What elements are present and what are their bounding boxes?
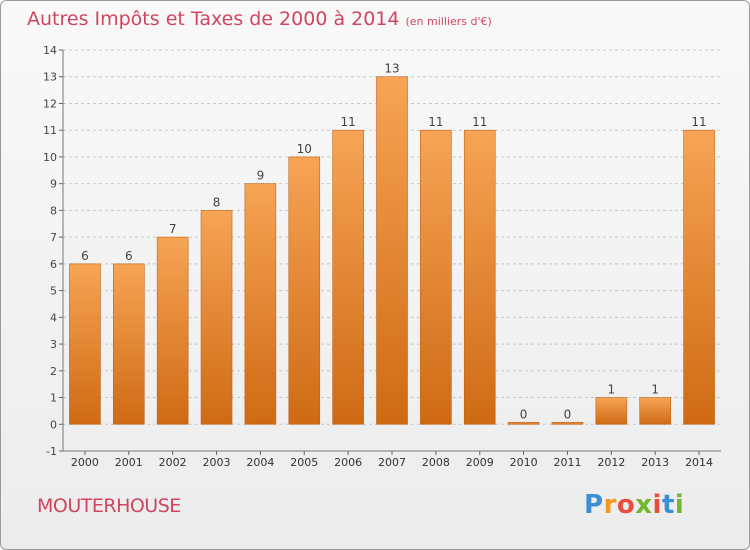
x-tick-label: 2008 — [422, 456, 450, 469]
logo-letter: t — [661, 490, 675, 520]
y-tick-label: 4 — [50, 311, 57, 324]
data-label: 6 — [81, 249, 89, 263]
proxiti-logo: Proxiti — [584, 490, 684, 520]
bar — [420, 129, 452, 425]
logo-letter: o — [616, 490, 636, 520]
chart-title-unit: (en milliers d'€) — [405, 15, 492, 28]
bar — [200, 210, 233, 425]
x-tick-label: 2000 — [71, 456, 99, 469]
y-tick-label: 7 — [50, 231, 57, 244]
y-tick-label: 3 — [50, 338, 57, 351]
bar — [551, 421, 584, 425]
x-tick-label: 2002 — [159, 456, 187, 469]
data-label: 1 — [651, 383, 659, 397]
y-tick-label: 10 — [43, 151, 57, 164]
y-tick-label: 8 — [50, 204, 57, 217]
y-tick-label: 2 — [50, 365, 57, 378]
bar — [683, 129, 715, 425]
y-tick-label: 11 — [43, 124, 57, 137]
bar — [332, 129, 364, 425]
bar — [463, 129, 496, 425]
x-tick-label: 2013 — [641, 456, 669, 469]
data-label: 6 — [125, 249, 133, 263]
chart-title-text: Autres Impôts et Taxes de 2000 à 2014 — [27, 8, 400, 30]
data-label: 10 — [297, 142, 312, 156]
bar — [69, 263, 101, 425]
bar — [156, 236, 189, 425]
x-tick-label: 2004 — [246, 456, 274, 469]
bar — [376, 76, 408, 425]
x-tick-label: 2007 — [378, 456, 406, 469]
data-label: 0 — [564, 407, 572, 421]
bar — [639, 397, 672, 425]
data-label: 9 — [257, 169, 265, 183]
x-tick-label: 2012 — [597, 456, 625, 469]
y-tick-label: 0 — [50, 418, 57, 431]
y-tick-label: 1 — [50, 392, 57, 405]
y-tick-label: 9 — [50, 178, 57, 191]
y-tick-label: 5 — [50, 285, 57, 298]
logo-letter: i — [674, 490, 685, 520]
logo-letter: i — [652, 490, 662, 520]
data-label: 11 — [472, 115, 487, 129]
x-tick-label: 2009 — [466, 456, 494, 469]
x-tick-label: 2001 — [115, 456, 143, 469]
data-label: 7 — [169, 222, 177, 236]
bar — [595, 397, 628, 425]
data-label: 11 — [340, 115, 355, 129]
bar — [113, 263, 145, 425]
data-label: 11 — [428, 115, 443, 129]
data-label: 11 — [691, 115, 706, 129]
commune-name: MOUTERHOUSE — [37, 495, 181, 517]
y-tick-label: 13 — [43, 71, 57, 84]
y-tick-label: 6 — [50, 258, 57, 271]
x-tick-label: 2011 — [553, 456, 581, 469]
y-tick-label: 14 — [43, 44, 57, 57]
bar — [288, 156, 321, 425]
y-tick-label: -1 — [46, 445, 57, 458]
x-tick-label: 2006 — [334, 456, 362, 469]
bar — [244, 183, 277, 425]
x-tick-label: 2005 — [290, 456, 318, 469]
data-label: 1 — [608, 383, 616, 397]
x-tick-label: 2010 — [510, 456, 538, 469]
bar — [507, 421, 540, 425]
logo-letter: r — [603, 490, 617, 520]
data-label: 8 — [213, 195, 221, 209]
x-tick-label: 2014 — [685, 456, 713, 469]
x-tick-label: 2003 — [203, 456, 231, 469]
data-label: 0 — [520, 407, 528, 421]
logo-letter: x — [635, 490, 653, 520]
logo-letter: P — [584, 490, 604, 520]
y-tick-label: 12 — [43, 97, 57, 110]
data-label: 13 — [384, 62, 399, 76]
chart-title: Autres Impôts et Taxes de 2000 à 2014 (en… — [27, 8, 492, 30]
